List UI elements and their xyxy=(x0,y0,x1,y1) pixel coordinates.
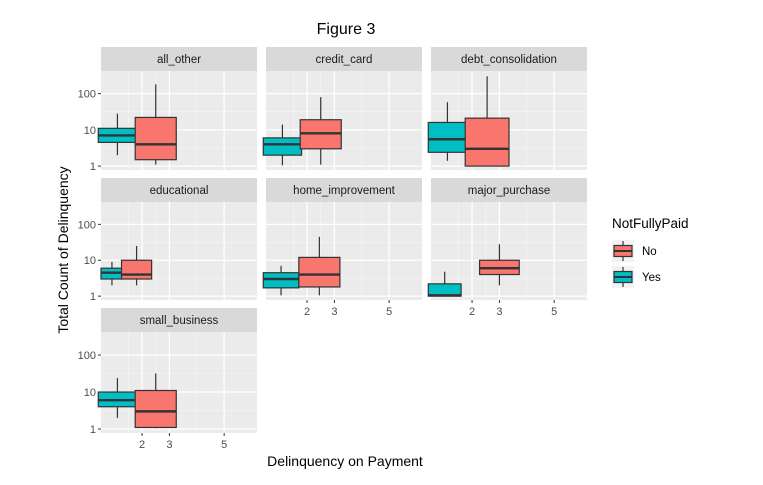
chart-title: Figure 3 xyxy=(317,21,376,38)
x-tick-label: 5 xyxy=(221,439,227,451)
x-tick-label: 3 xyxy=(331,306,337,318)
box-no xyxy=(298,236,341,296)
panel-all-other: all_other 1 10 100 xyxy=(78,47,257,173)
facet-panels: all_other 1 10 100 credit_card debt_consolida… xyxy=(78,47,587,451)
box-yes xyxy=(427,271,462,297)
y-tick-label: 100 xyxy=(78,350,96,362)
legend: NotFullyPaid No Yes xyxy=(612,216,689,288)
legend-key-yes: Yes xyxy=(612,266,661,288)
panel-small-business: small_business 1 10 100 2 3 5 xyxy=(78,308,257,451)
y-tick-label: 10 xyxy=(84,125,96,137)
box-no xyxy=(134,373,177,429)
strip-educational xyxy=(101,178,257,202)
box-iqr xyxy=(120,259,153,280)
box-iqr xyxy=(262,137,303,156)
x-tick-label: 2 xyxy=(304,306,310,318)
y-tick-label: 1 xyxy=(90,424,96,436)
strip-home-improvement xyxy=(266,178,422,202)
box-yes xyxy=(427,102,468,161)
y-tick-label: 1 xyxy=(90,291,96,303)
box-no xyxy=(120,245,153,286)
legend-label-yes: Yes xyxy=(642,272,661,284)
panel-background xyxy=(101,332,257,433)
panel-educational: educational 1 10 100 xyxy=(78,178,257,303)
x-tick-label: 2 xyxy=(469,306,475,318)
y-tick-label: 1 xyxy=(90,161,96,173)
strip-label-all-other: all_other xyxy=(157,54,201,66)
y-tick-label: 10 xyxy=(84,387,96,399)
panel-home-improvement: home_improvement 2 3 5 xyxy=(262,178,422,318)
box-no xyxy=(478,244,520,286)
x-tick-label: 3 xyxy=(166,439,172,451)
panel-credit-card: credit_card xyxy=(262,47,422,170)
box-no xyxy=(299,97,342,165)
legend-label-no: No xyxy=(642,246,657,258)
box-iqr xyxy=(298,256,341,288)
box-no xyxy=(464,76,510,167)
box-yes xyxy=(97,113,138,156)
box-yes xyxy=(262,124,303,166)
strip-label-major-purchase: major_purchase xyxy=(468,185,550,197)
strip-label-credit-card: credit_card xyxy=(316,54,373,66)
strip-debt-consolidation xyxy=(431,47,587,71)
x-tick-label: 2 xyxy=(139,439,145,451)
y-tick-label: 10 xyxy=(84,255,96,267)
box-yes xyxy=(100,261,124,286)
legend-key-no: No xyxy=(612,240,657,262)
box-no xyxy=(134,84,177,165)
x-tick-label: 3 xyxy=(496,306,502,318)
strip-label-small-business: small_business xyxy=(140,315,219,327)
strip-small-business xyxy=(101,308,257,332)
x-tick-label: 5 xyxy=(386,306,392,318)
box-iqr xyxy=(134,389,177,429)
y-tick-label: 100 xyxy=(78,219,96,231)
legend-title: NotFullyPaid xyxy=(612,216,689,231)
strip-label-debt-consolidation: debt_consolidation xyxy=(461,54,557,66)
y-tick-label: 100 xyxy=(78,89,96,101)
x-axis-title: Delinquency on Payment xyxy=(267,453,423,469)
panel-background xyxy=(101,202,257,300)
box-iqr xyxy=(464,117,510,167)
box-iqr xyxy=(262,272,300,289)
strip-label-home-improvement: home_improvement xyxy=(293,185,395,197)
box-yes xyxy=(97,377,138,418)
box-iqr xyxy=(134,116,177,161)
strip-major-purchase xyxy=(431,178,587,202)
strip-all-other xyxy=(101,47,257,71)
strip-credit-card xyxy=(266,47,422,71)
box-iqr xyxy=(427,121,468,153)
panel-major-purchase: major_purchase 2 3 5 xyxy=(427,178,587,318)
panel-background xyxy=(101,71,257,170)
x-tick-label: 5 xyxy=(551,306,557,318)
y-axis-title: Total Count of Delinquency xyxy=(55,166,71,333)
strip-label-educational: educational xyxy=(150,185,209,197)
panel-debt-consolidation: debt_consolidation xyxy=(427,47,587,170)
